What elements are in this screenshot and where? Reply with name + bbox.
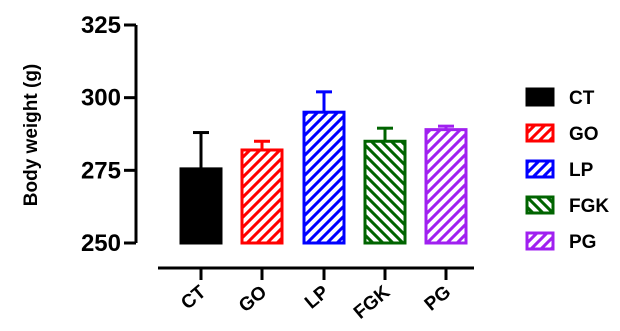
y-tick-label: 250 (81, 230, 121, 257)
legend-label-go: GO (569, 124, 599, 145)
bar-go (240, 148, 284, 245)
x-tick-label: CT (177, 281, 210, 314)
x-tick-label: FGK (350, 282, 394, 324)
y-tick-label: 275 (81, 157, 121, 184)
legend-label-lp: LP (569, 160, 594, 181)
legend-swatch-ct (525, 87, 555, 107)
x-tick-label: GO (235, 282, 271, 317)
legend-label-ct: CT (569, 88, 595, 109)
x-tick-label: LP (301, 282, 333, 314)
legend-label-pg: PG (569, 232, 596, 253)
bar-pg (424, 128, 468, 245)
legend-swatch-go (525, 123, 555, 143)
bar-lp (302, 110, 346, 245)
bar-ct (179, 167, 223, 245)
legend-label-fgk: FGK (569, 196, 609, 217)
bar-fgk (363, 139, 407, 245)
x-tick-label: PG (421, 282, 456, 316)
legend-swatch-fgk (525, 195, 555, 215)
legend-swatch-lp (525, 159, 555, 179)
y-tick-label: 300 (81, 85, 121, 112)
legend: CT GO LP FGK PG (525, 87, 609, 253)
y-tick-label: 325 (81, 12, 121, 39)
legend-swatch-pg (525, 231, 555, 251)
y-axis-title: Body weight (g) (21, 64, 42, 206)
